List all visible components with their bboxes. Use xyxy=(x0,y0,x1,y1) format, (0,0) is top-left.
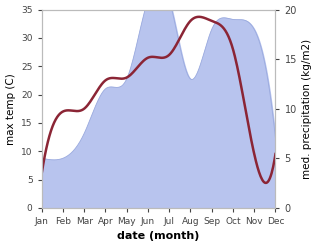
X-axis label: date (month): date (month) xyxy=(117,231,200,242)
Y-axis label: med. precipitation (kg/m2): med. precipitation (kg/m2) xyxy=(302,39,313,179)
Y-axis label: max temp (C): max temp (C) xyxy=(5,73,16,144)
